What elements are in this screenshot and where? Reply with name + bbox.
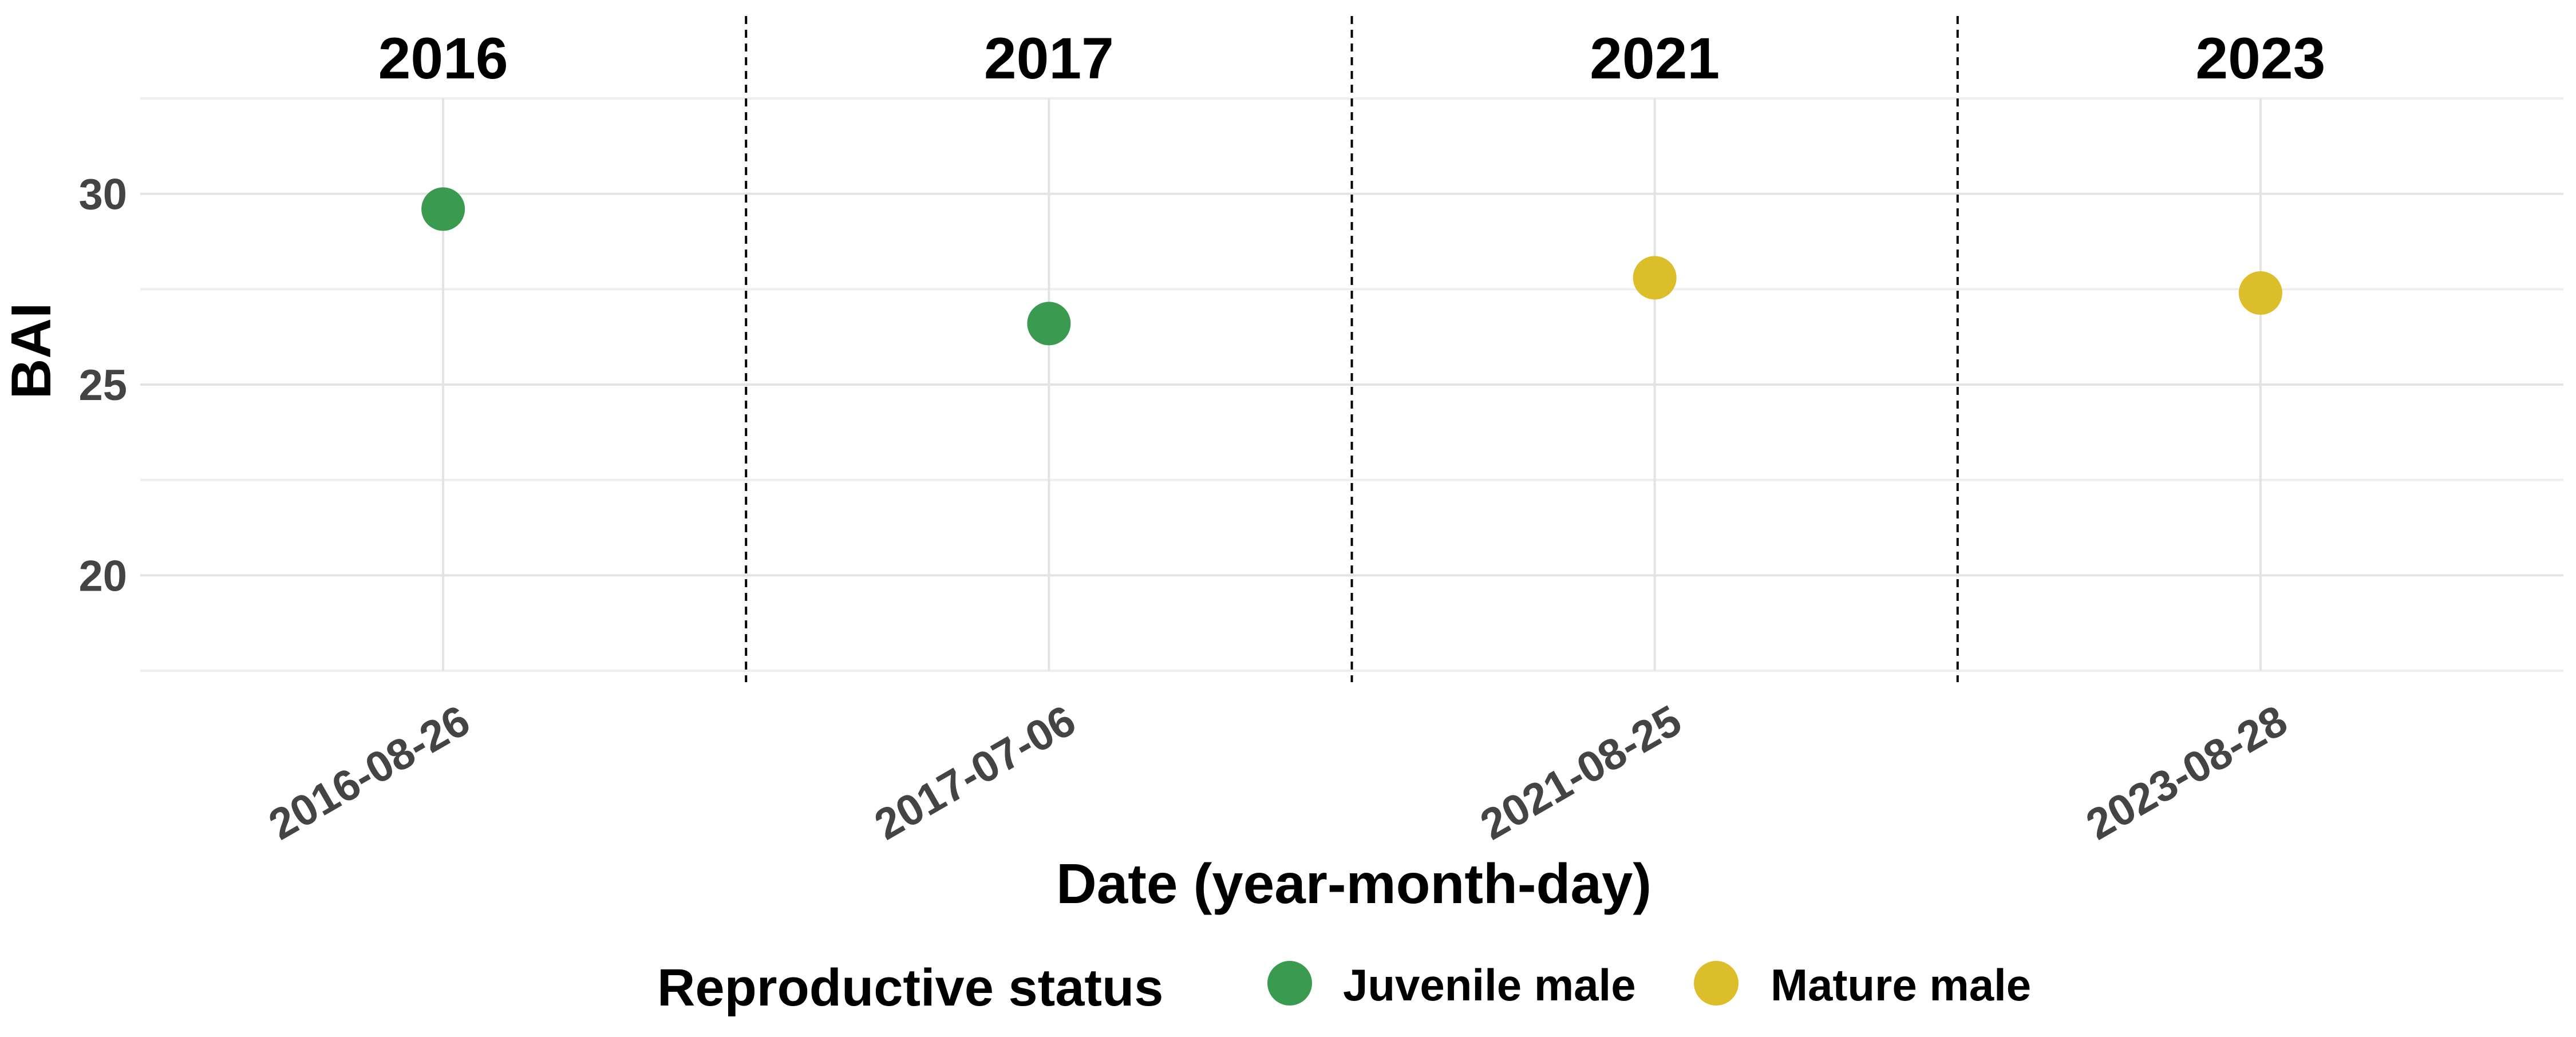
- legend-label-juvenile-male: Juvenile male: [1343, 960, 1636, 1010]
- facet-title: 2021: [1590, 26, 1720, 91]
- y-axis-label: BAI: [0, 303, 62, 399]
- facet-title: 2023: [2195, 26, 2325, 91]
- data-point: [421, 187, 465, 231]
- y-tick-labels: 20 25 30: [78, 171, 127, 601]
- y-tick-label: 30: [78, 171, 127, 219]
- y-tick-label: 20: [78, 552, 127, 600]
- legend-swatch-juvenile-male: [1267, 961, 1312, 1006]
- y-tick-label: 25: [78, 361, 127, 410]
- x-tick-labels: 2016-08-26 2017-07-06 2021-08-25 2023-08-28: [261, 696, 2296, 849]
- facet-title: 2017: [984, 26, 1114, 91]
- facet-title: 2016: [378, 26, 508, 91]
- facet-titles: 2016 2017 2021 2023: [378, 26, 2326, 91]
- x-axis-label: Date (year-month-day): [1056, 852, 1652, 915]
- legend-swatch-mature-male: [1694, 961, 1739, 1006]
- legend-label-mature-male: Mature male: [1771, 960, 2031, 1010]
- data-points: [421, 187, 2282, 346]
- x-tick-label: 2017-07-06: [867, 696, 1084, 849]
- x-tick-label: 2023-08-28: [2078, 696, 2295, 849]
- x-tick-label: 2016-08-26: [261, 696, 478, 849]
- data-point: [1633, 256, 1677, 300]
- legend-title: Reproductive status: [657, 959, 1163, 1017]
- data-point: [2238, 271, 2282, 315]
- data-point: [1027, 302, 1071, 346]
- facet-separators: [745, 16, 1959, 682]
- grid-lines: [140, 97, 2563, 672]
- x-tick-label: 2021-08-25: [1472, 696, 1689, 849]
- legend: Reproductive status Juvenile male Mature…: [657, 959, 2031, 1017]
